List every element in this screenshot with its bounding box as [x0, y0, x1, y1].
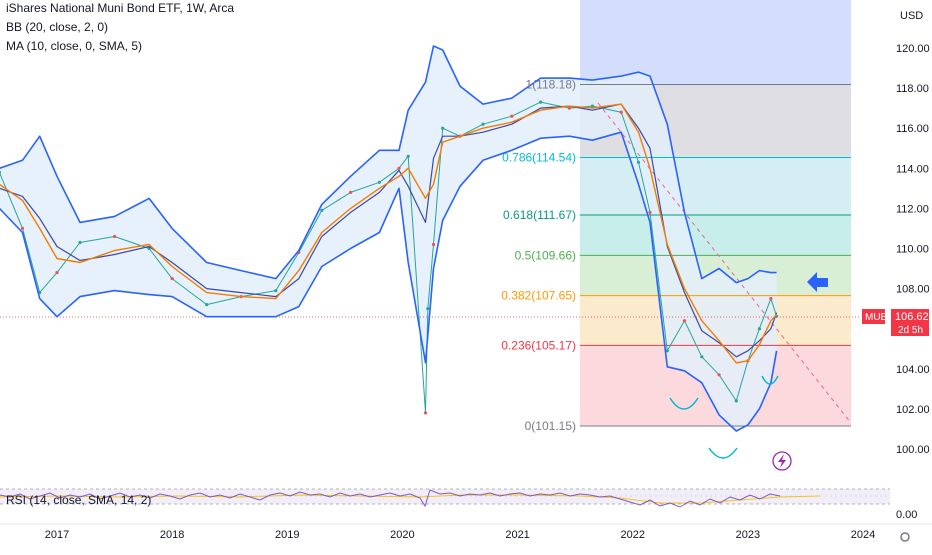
x-tick-label: 2020 [390, 529, 414, 541]
lightning-icon[interactable] [772, 451, 792, 471]
series-bb-lower[interactable] [0, 131, 778, 432]
y-tick-label: 112.00 [896, 203, 929, 215]
price-point [274, 289, 278, 293]
y-tick-label: 100.00 [896, 444, 930, 456]
fib-labels: 1(118.18) 0.786(114.54) 0.618(111.67) 0.5(1… [501, 77, 576, 432]
time-axis[interactable]: 2017 2018 2019 2020 2021 2022 2023 2024 [45, 529, 875, 541]
series-bb-upper[interactable] [0, 45, 777, 284]
price-point [734, 399, 738, 403]
fib-label-2: 0.618(111.67) [503, 208, 576, 222]
fib-label-1: 0.786(114.54) [502, 150, 576, 164]
price-point [320, 208, 324, 212]
y-tick-label: 102.00 [896, 404, 930, 416]
x-tick-label: 2021 [505, 529, 529, 541]
chart-title[interactable]: iShares National Muni Bond ETF, 1W, Arca [6, 1, 235, 15]
fib-lines [580, 83, 851, 427]
settings-gear-icon[interactable] [900, 532, 910, 542]
price-point [590, 104, 595, 108]
price-point [170, 277, 174, 281]
series-bb-basis[interactable] [0, 103, 778, 358]
annotation-arc-right[interactable] [761, 375, 779, 385]
price-point [481, 122, 485, 126]
price-axis[interactable]: 100.00102.00104.00106.00108.00110.00112.… [896, 43, 930, 456]
last-price-value: 106.62 [895, 311, 929, 323]
fib-label-6: 0(101.15) [525, 419, 576, 433]
x-tick-label: 2018 [160, 529, 184, 541]
x-tick-label: 2023 [736, 529, 760, 541]
price-point [20, 226, 25, 230]
rsi-axis-tick: 0.00 [896, 509, 917, 521]
rsi-label: RSI (14, close, SMA, 14, 2) [6, 493, 151, 507]
price-point [682, 319, 687, 323]
last-price-tag[interactable]: MUB 106.62 2d 5h [862, 309, 929, 336]
fib-upper-zone [580, 0, 851, 86]
rsi-ma-line [0, 494, 821, 504]
annotation-arc-left[interactable] [669, 397, 699, 410]
last-price-countdown: 2d 5h [898, 325, 923, 336]
x-tick-label: 2024 [851, 529, 875, 541]
price-point [510, 114, 514, 118]
price-point [567, 106, 572, 110]
bb-indicator-label[interactable]: BB (20, close, 2, 0) [6, 20, 109, 34]
price-point [113, 234, 117, 239]
rsi-line [0, 489, 781, 508]
x-tick-label: 2019 [275, 529, 299, 541]
price-point [0, 170, 1, 174]
price-point [717, 373, 721, 377]
price-point [349, 190, 353, 194]
price-point [539, 100, 543, 104]
y-tick-label: 114.00 [896, 163, 929, 175]
series-ma[interactable] [0, 103, 778, 364]
price-point [431, 242, 436, 247]
price-point [636, 160, 641, 164]
price-point [757, 327, 762, 331]
price-point [397, 166, 401, 170]
rsi-pane: RSI (14, close, SMA, 14, 2) [0, 488, 890, 508]
x-tick-label: 2017 [45, 529, 69, 541]
trend-line-dashed[interactable] [597, 102, 852, 424]
price-point [769, 297, 773, 301]
symbol-tag: MUB [865, 312, 888, 323]
price-point [377, 180, 381, 184]
price-point [205, 303, 209, 307]
fib-label-0: 1(118.18) [526, 77, 576, 91]
price-point [648, 210, 652, 214]
currency-label: USD [900, 10, 923, 22]
rsi-band [0, 489, 890, 504]
fib-zone-1 [580, 157, 851, 216]
price-point [619, 110, 623, 114]
y-tick-label: 108.00 [896, 284, 930, 296]
fib-zone-2 [580, 215, 851, 256]
price-point [665, 349, 669, 353]
ma-indicator-label[interactable]: MA (10, close, 0, SMA, 5) [6, 39, 143, 53]
series-group [0, 45, 779, 432]
price-point [423, 411, 428, 415]
fib-label-4: 0.382(107.65) [501, 289, 576, 303]
annotation-arc-bottom[interactable] [708, 447, 738, 459]
arrow-left-icon[interactable] [807, 272, 828, 292]
price-point [700, 355, 704, 359]
price-point [406, 154, 410, 158]
bb-band-fill [0, 46, 777, 431]
y-tick-label: 116.00 [896, 123, 929, 135]
price-point [55, 271, 59, 275]
y-tick-label: 120.00 [896, 43, 930, 55]
price-point [78, 240, 82, 245]
y-tick-label: 118.00 [896, 83, 929, 95]
fib-label-5: 0.236(105.17) [501, 338, 576, 352]
x-tick-label: 2022 [620, 529, 644, 541]
fib-label-3: 0.5(109.66) [515, 248, 576, 262]
y-tick-label: 104.00 [896, 364, 930, 376]
y-tick-label: 110.00 [896, 244, 929, 256]
price-point [426, 307, 430, 311]
price-point [441, 126, 445, 130]
